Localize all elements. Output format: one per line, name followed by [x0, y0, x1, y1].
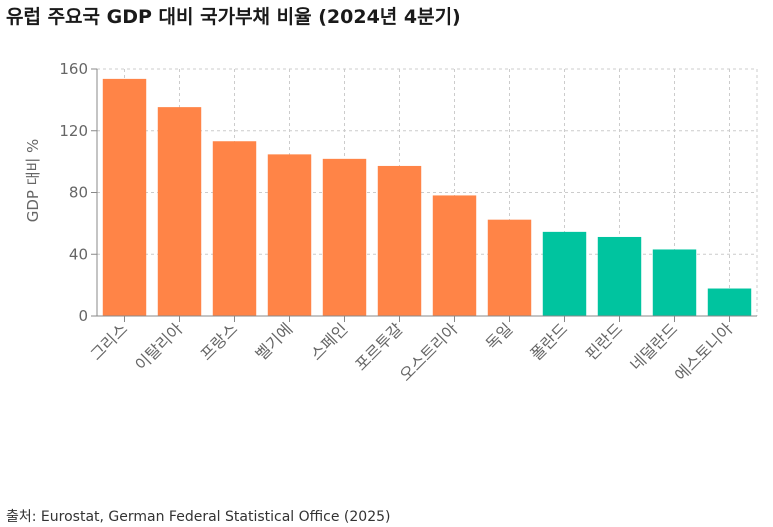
x-tick-label: 그리스: [87, 319, 132, 364]
x-tick-label: 이탈리아: [131, 319, 186, 374]
x-tick-label: 스페인: [307, 319, 352, 364]
axes: [91, 68, 757, 322]
x-tick-label: 포르투갈: [351, 319, 406, 374]
y-tick-label: 120: [59, 122, 88, 140]
y-tick-label: 80: [69, 184, 88, 202]
bar-9: [542, 231, 587, 316]
bars: [102, 78, 752, 317]
x-tick-label: 프랑스: [197, 319, 242, 364]
y-tick-label: 0: [78, 307, 88, 325]
bar-5: [322, 158, 367, 316]
y-tick-labels: 0 40 80 120 160: [59, 60, 88, 325]
y-tick-label: 160: [59, 60, 88, 78]
x-tick-label: 벨기에: [252, 319, 297, 364]
bar-1: [102, 78, 147, 316]
x-tick-label: 네덜란드: [626, 319, 681, 374]
source-note: 출처: Eurostat, German Federal Statistical…: [6, 509, 391, 525]
x-tick-label: 독일: [482, 319, 516, 353]
bar-6: [377, 165, 422, 316]
bar-12: [707, 288, 752, 316]
chart-title: 유럽 주요국 GDP 대비 국가부채 비율 (2024년 4분기): [6, 6, 461, 28]
bar-4: [267, 154, 312, 316]
y-axis-label: GDP 대비 %: [24, 139, 42, 223]
y-tick-label: 40: [69, 245, 88, 263]
bar-2: [157, 107, 202, 317]
x-tick-label: 핀란드: [582, 319, 627, 364]
bar-7: [432, 195, 477, 316]
x-tick-label: 오스트리아: [396, 319, 462, 385]
x-tick-label: 에스토니아: [671, 319, 737, 385]
bar-11: [652, 249, 697, 316]
bar-8: [487, 219, 532, 316]
x-tick-label: 폴란드: [527, 319, 572, 364]
bar-10: [597, 236, 642, 316]
bar-3: [212, 141, 257, 316]
